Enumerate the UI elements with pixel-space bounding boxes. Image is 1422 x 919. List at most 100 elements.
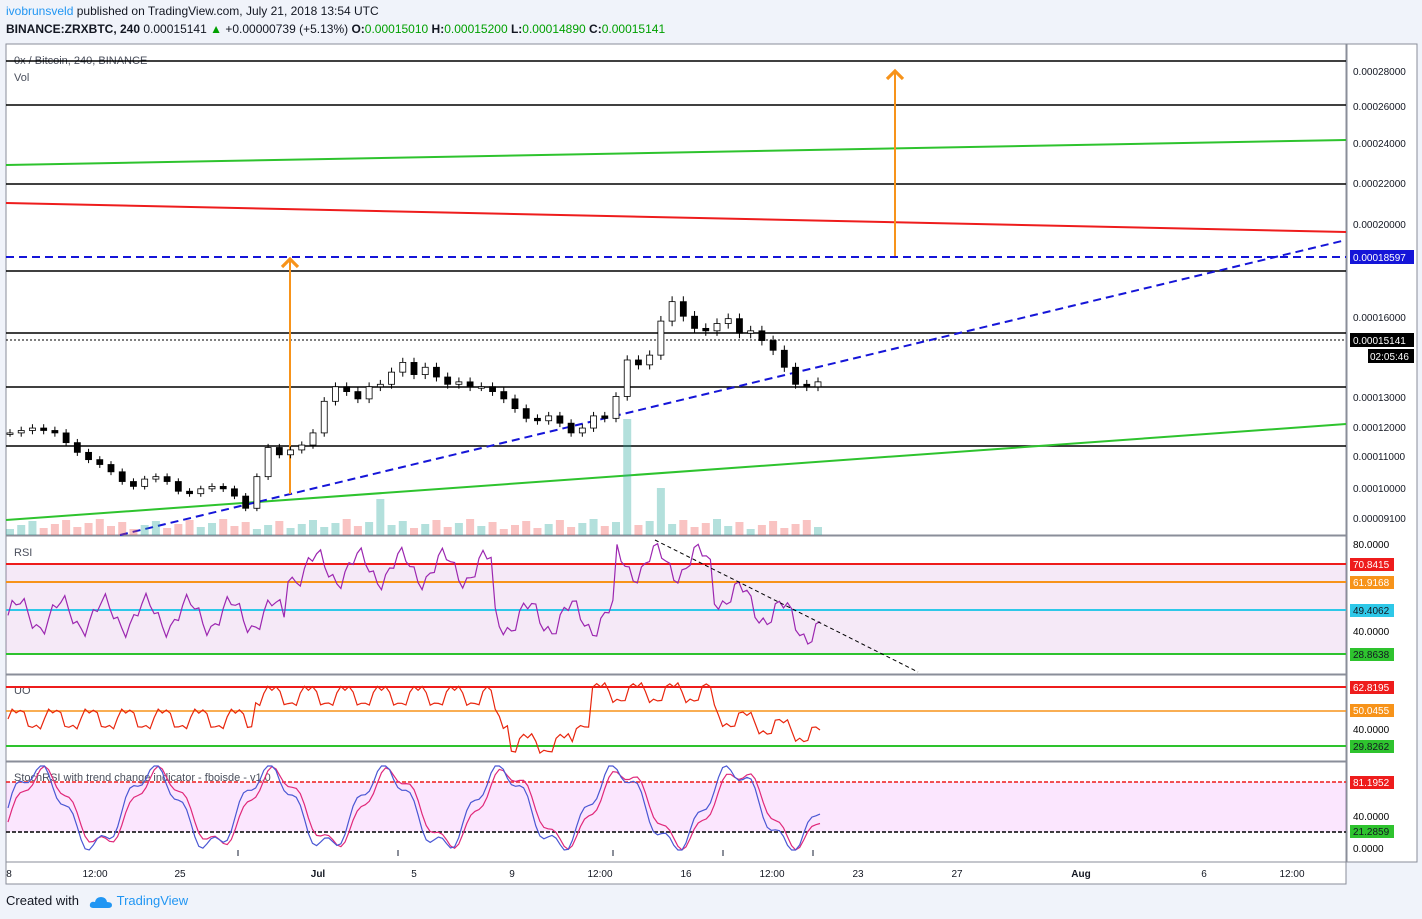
candle-body[interactable] <box>623 359 631 397</box>
candle-body[interactable] <box>130 481 137 487</box>
candle-body[interactable] <box>736 318 743 334</box>
candle-body[interactable] <box>219 485 227 490</box>
candle-body[interactable] <box>646 354 654 366</box>
candle-body[interactable] <box>29 427 36 431</box>
rsi-trendline[interactable] <box>654 539 919 673</box>
rsi-tick: 80.0000 <box>1353 540 1390 551</box>
red-resistance-trendline[interactable] <box>5 202 1347 233</box>
candle-body[interactable] <box>343 386 351 392</box>
price-tick: 0.00009100 <box>1353 514 1406 525</box>
candle-body[interactable] <box>679 301 687 317</box>
candle-body[interactable] <box>477 386 485 389</box>
rsi-level-label: 49.4062 <box>1353 606 1390 617</box>
candle-body[interactable] <box>455 381 463 385</box>
candle-body[interactable] <box>780 349 788 368</box>
candle-body[interactable] <box>174 481 182 492</box>
author-link[interactable]: ivobrunsveld <box>6 4 74 18</box>
candle-body[interactable] <box>578 427 586 434</box>
candle-body[interactable] <box>399 362 407 373</box>
candle-body[interactable] <box>792 366 799 385</box>
candle-body[interactable] <box>534 417 541 422</box>
main-pane[interactable] <box>5 43 1347 536</box>
volume-bar <box>241 522 250 535</box>
lower-green-trendline[interactable] <box>5 423 1347 521</box>
price-candles[interactable] <box>6 296 822 512</box>
candle-body[interactable] <box>287 449 294 456</box>
volume-bar <box>39 528 48 535</box>
candle-body[interactable] <box>758 330 766 341</box>
candle-body[interactable] <box>668 301 676 322</box>
candle-body[interactable] <box>275 447 283 456</box>
candle-body[interactable] <box>724 318 732 324</box>
candle-body[interactable] <box>522 408 530 419</box>
candle-body[interactable] <box>208 485 216 490</box>
candle-body[interactable] <box>433 366 440 378</box>
candle-body[interactable] <box>567 422 575 434</box>
rsi-line <box>7 542 821 645</box>
time-axis[interactable] <box>5 861 1347 885</box>
candle-body[interactable] <box>242 495 250 509</box>
stoch-pane[interactable] <box>5 761 1347 863</box>
candle-body[interactable] <box>365 386 373 400</box>
candle-body[interactable] <box>511 398 519 410</box>
candle-body[interactable] <box>803 383 811 388</box>
candle-body[interactable] <box>388 371 395 385</box>
candle-body[interactable] <box>702 327 710 332</box>
candle-body[interactable] <box>466 381 474 388</box>
candle-body[interactable] <box>107 464 115 473</box>
candle-body[interactable] <box>332 386 339 402</box>
candle-body[interactable] <box>354 391 362 400</box>
candle-body[interactable] <box>264 447 272 478</box>
candle-body[interactable] <box>6 432 14 435</box>
candle-body[interactable] <box>231 488 238 497</box>
candle-body[interactable] <box>62 432 70 444</box>
candle-body[interactable] <box>197 488 205 495</box>
candle-body[interactable] <box>814 381 822 388</box>
candle-body[interactable] <box>40 427 48 431</box>
candle-body[interactable] <box>500 391 508 400</box>
candle-body[interactable] <box>556 415 564 424</box>
volume-bar <box>151 521 160 535</box>
candle-body[interactable] <box>141 478 149 487</box>
price-tick: 0.00010000 <box>1353 484 1406 495</box>
candle-body[interactable] <box>163 476 171 482</box>
rsi-pane[interactable] <box>5 535 1347 675</box>
candle-body[interactable] <box>769 340 777 351</box>
candle-body[interactable] <box>601 415 609 419</box>
candle-body[interactable] <box>489 386 496 392</box>
candle-body[interactable] <box>376 383 384 388</box>
volume-bar <box>612 522 620 535</box>
candle-body[interactable] <box>309 432 317 446</box>
blue-dashed-support[interactable] <box>119 239 1347 536</box>
upper-green-trendline[interactable] <box>5 139 1347 166</box>
candle-body[interactable] <box>545 415 553 422</box>
candle-body[interactable] <box>590 415 597 429</box>
candle-body[interactable] <box>421 366 429 375</box>
candle-body[interactable] <box>73 442 81 453</box>
candle-body[interactable] <box>85 451 92 461</box>
candle-body[interactable] <box>612 396 620 419</box>
candle-body[interactable] <box>657 320 665 356</box>
tradingview-brand-link[interactable]: TradingView <box>116 893 189 908</box>
candle-body[interactable] <box>635 359 642 366</box>
candle-body[interactable] <box>691 315 698 329</box>
candle-body[interactable] <box>118 471 126 482</box>
candle-body[interactable] <box>298 444 306 451</box>
candle-body[interactable] <box>152 476 160 480</box>
candle-body[interactable] <box>320 400 328 434</box>
volume-bar <box>679 520 688 535</box>
candle-body[interactable] <box>747 330 755 334</box>
volume-bar <box>118 522 127 535</box>
candle-body[interactable] <box>17 430 25 434</box>
candle-body[interactable] <box>253 476 261 509</box>
candle-body[interactable] <box>713 323 721 332</box>
candle-body[interactable] <box>444 376 452 385</box>
candle-body[interactable] <box>186 490 193 495</box>
time-tick: 9 <box>509 869 515 880</box>
candle-body[interactable] <box>410 362 418 375</box>
price-axis[interactable] <box>1346 43 1418 863</box>
chart-area[interactable]: 0x / Bitcoin, 240, BINANCE Vol RSI UO St… <box>0 40 1422 888</box>
candle-body[interactable] <box>51 430 59 434</box>
support-resistance-lines[interactable] <box>6 60 1346 447</box>
candle-body[interactable] <box>96 459 104 465</box>
